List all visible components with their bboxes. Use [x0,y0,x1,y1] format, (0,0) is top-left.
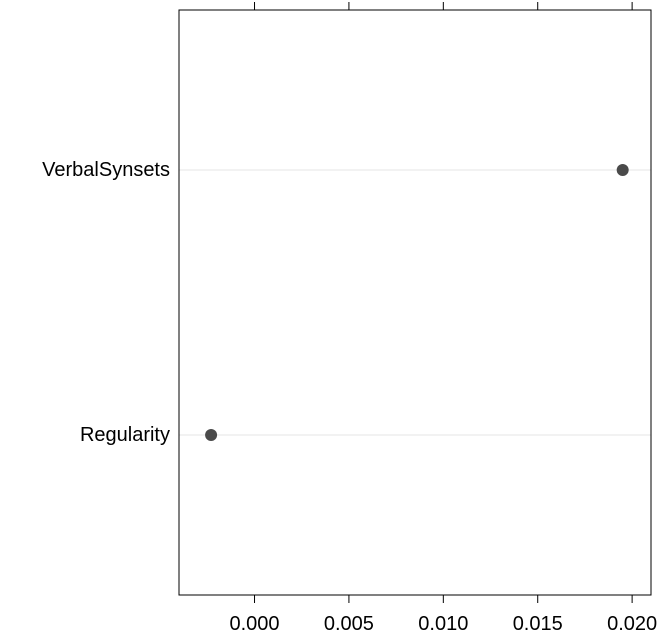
x-tick-label: 0.010 [418,613,468,635]
x-axis-ticks [254,2,633,603]
x-tick-label: 0.005 [324,613,374,635]
category-label: VerbalSynsets [42,159,170,181]
reference-lines [179,169,651,436]
x-tick-label: 0.020 [607,613,657,635]
x-axis-tick-labels: 0.000 0.005 0.010 0.015 0.020 [229,613,657,635]
y-axis-category-labels: VerbalSynsets Regularity [42,159,170,446]
data-points [205,164,629,441]
x-tick-label: 0.015 [513,613,563,635]
x-tick-label: 0.000 [229,613,279,635]
data-point [616,164,629,176]
category-label: Regularity [80,424,170,446]
data-point [205,429,218,441]
plot-panel [178,9,652,596]
